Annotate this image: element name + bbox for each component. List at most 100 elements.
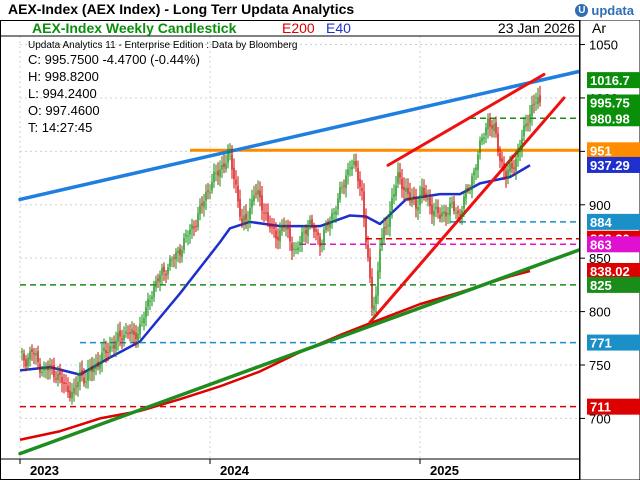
candle-body: [503, 163, 505, 171]
price-label-box: [587, 334, 640, 351]
candle-body: [431, 204, 433, 215]
candle-body: [535, 102, 537, 104]
candle-body: [427, 198, 429, 200]
price-labels: 1016.7995.75980.98951937.29884868.208638…: [587, 72, 640, 415]
price-label-box: [587, 213, 640, 230]
logo-text: updata: [591, 2, 634, 18]
price-label-text: 863: [590, 237, 612, 252]
candle-body: [335, 211, 337, 215]
candle-body: [31, 349, 33, 353]
y-tick-label: 850: [589, 251, 611, 266]
candle-body: [161, 268, 163, 276]
candle-body: [85, 381, 87, 383]
candle-body: [389, 210, 391, 227]
candle-body: [73, 387, 75, 394]
candle-body: [201, 203, 203, 206]
candle-body: [45, 368, 47, 370]
candle-body: [455, 212, 457, 214]
candle-body: [143, 318, 145, 324]
candle-body: [361, 188, 363, 191]
candle-body: [233, 167, 235, 180]
price-label-text: 838.02: [590, 264, 630, 279]
candle-body: [169, 258, 171, 267]
candle-body: [293, 248, 295, 250]
candle-body: [99, 364, 101, 369]
candle-body: [311, 219, 313, 225]
candle-body: [349, 167, 351, 169]
candle-body: [497, 133, 499, 152]
candle-body: [379, 248, 381, 273]
chart-name: AEX-Index Weekly Candlestick: [32, 20, 237, 36]
candle-body: [419, 194, 421, 205]
y-tick-label: 1050: [589, 38, 618, 53]
candle-body: [93, 367, 95, 373]
candle-body: [115, 340, 117, 350]
candle-body: [225, 163, 227, 170]
candle-body: [165, 273, 167, 276]
candle-body: [285, 227, 287, 230]
candle-body: [339, 187, 341, 200]
candle-body: [177, 250, 179, 254]
candle-body: [347, 169, 349, 176]
candle-body: [235, 179, 237, 185]
candle-body: [171, 259, 173, 261]
price-label-text: 771: [590, 336, 612, 351]
candle-body: [245, 213, 247, 220]
candle-body: [257, 189, 259, 195]
candle-body: [451, 202, 453, 204]
y-tick-label: 750: [589, 358, 611, 373]
candle-body: [71, 392, 73, 399]
candle-body: [371, 276, 373, 309]
price-label-box: [587, 110, 640, 127]
candle-body: [141, 321, 143, 323]
candle-body: [317, 232, 319, 236]
candle-body: [35, 353, 37, 356]
candle-body: [253, 195, 255, 202]
candle-body: [435, 206, 437, 210]
candle-body: [43, 367, 45, 371]
candle-body: [273, 227, 275, 229]
chart-subtitle: Updata Analytics 11 - Enterprise Edition…: [28, 40, 297, 51]
candle-body: [269, 224, 271, 229]
candle-body: [323, 229, 325, 245]
candle-body: [301, 232, 303, 244]
candle-body: [163, 266, 165, 272]
candle-body: [231, 154, 233, 170]
candle-body: [441, 212, 443, 217]
candle-body: [291, 243, 293, 251]
candle-body: [215, 172, 217, 174]
candle-body: [459, 213, 461, 215]
candle-body: [113, 344, 115, 349]
candle-body: [173, 257, 175, 259]
channel-lower-trendline: [368, 96, 566, 324]
candle-body: [449, 203, 451, 216]
candle-body: [123, 334, 125, 340]
candle-body: [313, 226, 315, 232]
candle-body: [461, 210, 463, 216]
candle-body: [213, 171, 215, 183]
candle-body: [473, 170, 475, 176]
candle-body: [159, 275, 161, 283]
ohlc-high: H: 998.8200: [28, 69, 99, 84]
candle-body: [55, 378, 57, 380]
candle-body: [505, 171, 507, 180]
candle-body: [221, 164, 223, 170]
candle-body: [509, 163, 511, 172]
candle-body: [367, 244, 369, 258]
candle-body: [125, 331, 127, 334]
candle-body: [139, 323, 141, 335]
candlestick-chart[interactable]: 70075080085090095010001050 1016.7995.759…: [0, 20, 640, 480]
candle-body: [181, 250, 183, 258]
candle-body: [105, 350, 107, 354]
candle-body: [527, 123, 529, 125]
candle-body: [129, 332, 131, 334]
candle-body: [127, 333, 129, 335]
candle-body: [107, 351, 109, 353]
candle-body: [377, 270, 379, 296]
candle-body: [63, 382, 65, 384]
candle-body: [205, 191, 207, 201]
candle-body: [383, 226, 385, 240]
candle-body: [149, 300, 151, 302]
horizontal-levels: [20, 117, 580, 408]
candle-body: [373, 305, 375, 311]
